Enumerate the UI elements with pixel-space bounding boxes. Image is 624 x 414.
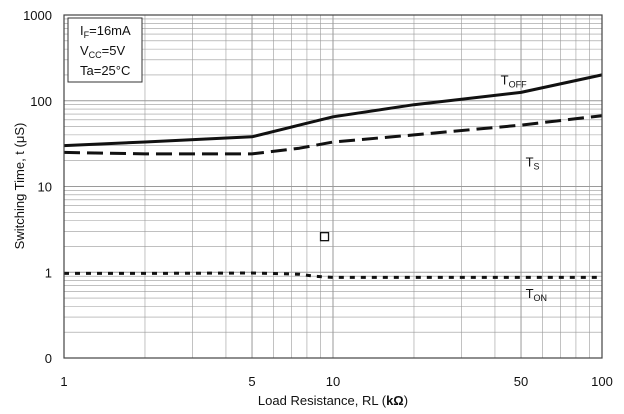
series-line-ts [63,114,603,156]
series-label-toff: TOFF [501,72,527,89]
series-label-ton: TON [526,286,547,303]
x-tick-label: 10 [326,374,340,389]
y-tick-label: 1 [45,265,52,280]
plot-frame [63,14,603,359]
y-tick-label: 0 [45,351,52,366]
condition-supply-voltage: VCC=5V [80,43,125,60]
conditions-box-frame [67,17,143,83]
y-tick-label: 10 [38,180,52,195]
x-tick-label: 5 [248,374,255,389]
x-tick-label: 100 [591,374,613,389]
grid [64,15,602,358]
x-tick-label: 1 [60,374,67,389]
square-marker [319,232,330,242]
series-group [63,73,603,279]
x-axis-title: Load Resistance, RL (kΩ) [258,393,408,408]
conditions-box: IF=16mA VCC=5V Ta=25°C [67,17,143,83]
condition-forward-current: IF=16mA [80,23,131,40]
series-line-ton [64,271,602,279]
y-tick-label: 1000 [23,8,52,23]
x-tick-label: 50 [514,374,528,389]
condition-ambient-temp: Ta=25°C [80,63,130,78]
series-label-ts: TS [526,155,540,172]
series-line-toff [63,73,603,148]
y-tick-label: 100 [30,94,52,109]
y-axis-title: Switching Time, t (μS) [12,123,27,250]
